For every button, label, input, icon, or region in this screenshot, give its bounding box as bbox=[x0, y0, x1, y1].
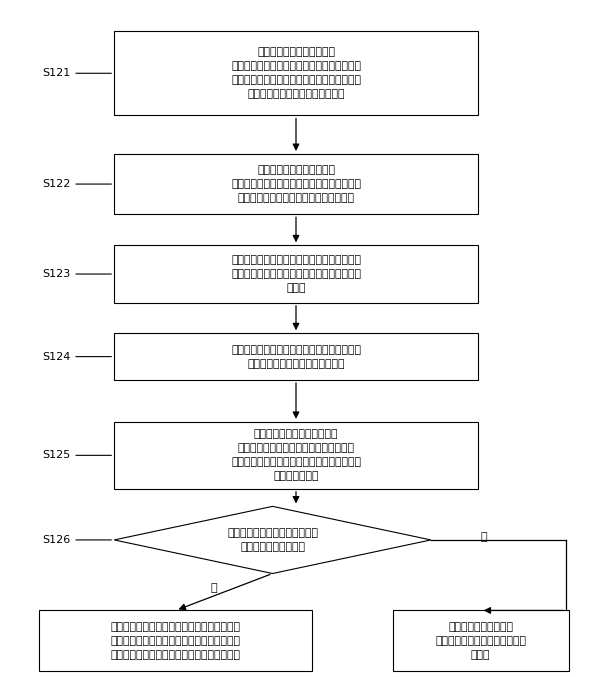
Text: 待注册集群控制服务器向云安全认证服务器发
出请求并获取云系统管理员的公钥: 待注册集群控制服务器向云安全认证服务器发 出请求并获取云系统管理员的公钥 bbox=[231, 345, 361, 369]
Text: 待注册集群控制服务器用哈希
函数将网络安全认证数据生成对应的哈希
值，并用公钥解密数字签名，得到解密数据，
解密后删除公钥: 待注册集群控制服务器用哈希 函数将网络安全认证数据生成对应的哈希 值，并用公钥解… bbox=[231, 429, 361, 481]
Text: S123: S123 bbox=[42, 269, 70, 279]
Text: 云控制服务器收到数字签名成功信息，将网络
安全认证数据与数字签名转发待注册集群控制
服务器: 云控制服务器收到数字签名成功信息，将网络 安全认证数据与数字签名转发待注册集群控… bbox=[231, 255, 361, 293]
Bar bbox=[114, 422, 478, 489]
Bar bbox=[114, 31, 478, 115]
Bar bbox=[114, 333, 478, 380]
Polygon shape bbox=[114, 506, 431, 573]
Text: S125: S125 bbox=[42, 450, 70, 460]
Text: S124: S124 bbox=[42, 351, 70, 362]
Text: 云安全认证服务器向云控制
服务器返回数字签名成功信息，并将网络安全
认证数据与数字签名发送到云控制服务器: 云安全认证服务器向云控制 服务器返回数字签名成功信息，并将网络安全 认证数据与数… bbox=[231, 165, 361, 203]
Bar bbox=[392, 611, 569, 671]
Text: S122: S122 bbox=[42, 179, 70, 189]
Bar bbox=[40, 611, 312, 671]
Text: 是: 是 bbox=[211, 584, 217, 593]
Bar bbox=[114, 245, 478, 303]
Text: 待注册集群控制服务器
向云控制服务器返回云系统网络
不安全: 待注册集群控制服务器 向云控制服务器返回云系统网络 不安全 bbox=[435, 621, 526, 659]
Text: S121: S121 bbox=[42, 68, 70, 79]
Text: 否: 否 bbox=[480, 531, 487, 542]
Bar bbox=[114, 154, 478, 215]
Text: 待注册集群控制服务器验证哈希
值与解密数据是否一致: 待注册集群控制服务器验证哈希 值与解密数据是否一致 bbox=[227, 528, 318, 552]
Text: S126: S126 bbox=[42, 535, 70, 545]
Text: 待注册集群控制服务器向云控制服务器返回云
系统网络安全，并向云控制服务器返回待注册
集群控制服务器的主机名、地址以及配置信息: 待注册集群控制服务器向云控制服务器返回云 系统网络安全，并向云控制服务器返回待注… bbox=[111, 621, 241, 659]
Text: 云安全认证服务器调用哈希
函数将网络安全认证数据生成数字摘要，并提
取云系统管理员的私钥，调用内置加密算法对
数字摘要进行加密，得到数字签名: 云安全认证服务器调用哈希 函数将网络安全认证数据生成数字摘要，并提 取云系统管理… bbox=[231, 47, 361, 100]
